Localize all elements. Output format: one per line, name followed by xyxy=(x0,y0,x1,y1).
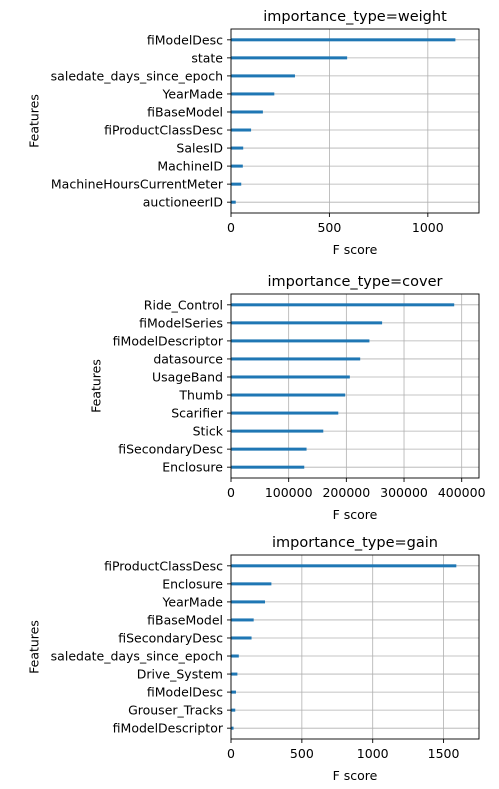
bar xyxy=(231,393,346,397)
bar xyxy=(231,582,272,586)
bar xyxy=(231,636,252,640)
bar xyxy=(231,74,295,78)
x-tick-label: 0 xyxy=(227,485,235,500)
y-tick-label: Enclosure xyxy=(162,576,223,591)
y-tick-label: fiBaseModel xyxy=(147,104,223,119)
x-axis-label: F score xyxy=(333,768,378,783)
y-tick-label: datasource xyxy=(153,351,223,366)
y-tick-label: fiBaseModel xyxy=(147,612,223,627)
bar xyxy=(231,92,275,96)
bar xyxy=(231,200,236,204)
plot-frame xyxy=(230,28,480,214)
y-tick-label: YearMade xyxy=(161,86,223,101)
y-tick-label: saledate_days_since_epoch xyxy=(51,649,223,664)
bar xyxy=(231,321,383,325)
y-tick-label: fiModelDescriptor xyxy=(113,721,224,736)
x-tick-label: 400000 xyxy=(438,485,486,500)
bar xyxy=(231,708,236,712)
x-tick-label: 300000 xyxy=(380,485,428,500)
bar xyxy=(231,182,242,186)
y-tick-label: fiModelDesc xyxy=(147,32,223,47)
bar xyxy=(231,38,456,42)
bar xyxy=(231,375,350,379)
x-tick-label: 0 xyxy=(227,220,235,235)
chart-panel-1: fiModelDesc state saledate_days_since_epoc… xyxy=(27,9,480,257)
bar xyxy=(231,411,339,415)
bar xyxy=(231,672,238,676)
chart-panel-2: Ride_Control fiModelSeries fiModelDescript… xyxy=(89,274,486,522)
bar xyxy=(231,447,307,451)
y-tick-label: YearMade xyxy=(161,594,223,609)
x-tick-label: 1500 xyxy=(428,746,460,761)
chart-title: importance_type=cover xyxy=(268,274,443,290)
bar xyxy=(231,429,324,433)
x-tick-label: 500 xyxy=(317,220,341,235)
bar xyxy=(231,357,361,361)
chart-title: importance_type=gain xyxy=(272,535,438,551)
y-tick-label: fiModelDescriptor xyxy=(113,333,224,348)
bar xyxy=(231,690,236,694)
y-axis-label: Features xyxy=(27,620,42,674)
bar xyxy=(231,654,239,658)
bar xyxy=(231,564,457,568)
y-tick-label: fiSecondaryDesc xyxy=(118,442,223,457)
y-tick-label: Scarifier xyxy=(171,406,224,421)
x-tick-label: 200000 xyxy=(322,485,370,500)
y-tick-label: Stick xyxy=(193,424,224,439)
bar xyxy=(231,465,305,469)
bar xyxy=(231,726,234,730)
y-tick-label: MachineID xyxy=(157,159,223,174)
x-axis-label: F score xyxy=(333,507,378,522)
y-tick-label: Enclosure xyxy=(162,460,223,475)
bar xyxy=(231,128,252,132)
x-tick-label: 500 xyxy=(290,746,314,761)
bar xyxy=(231,110,263,114)
y-tick-label: MachineHoursCurrentMeter xyxy=(51,177,224,192)
bar xyxy=(231,600,266,604)
y-tick-label: Grouser_Tracks xyxy=(128,703,223,718)
y-tick-label: fiProductClassDesc xyxy=(104,558,223,573)
y-tick-label: saledate_days_since_epoch xyxy=(51,68,223,83)
chart-panel-3: fiProductClassDesc Enclosure YearMade fiBas… xyxy=(27,535,480,783)
bar xyxy=(231,339,370,343)
plot-frame xyxy=(230,293,480,479)
bar xyxy=(231,618,254,622)
y-tick-label: fiModelSeries xyxy=(139,315,223,330)
y-tick-label: SalesID xyxy=(176,141,223,156)
y-tick-label: Ride_Control xyxy=(144,297,223,312)
x-tick-label: 1000 xyxy=(412,220,444,235)
y-tick-label: UsageBand xyxy=(152,369,223,384)
x-tick-label: 1000 xyxy=(357,746,389,761)
y-tick-label: state xyxy=(191,50,223,65)
y-tick-label: Drive_System xyxy=(137,667,223,682)
y-tick-label: fiProductClassDesc xyxy=(104,123,223,138)
y-axis-label: Features xyxy=(27,94,42,148)
y-tick-label: auctioneerID xyxy=(143,195,223,210)
y-tick-label: fiSecondaryDesc xyxy=(118,630,223,645)
bar xyxy=(231,146,244,150)
x-tick-label: 100000 xyxy=(265,485,313,500)
bar xyxy=(231,303,455,307)
chart-title: importance_type=weight xyxy=(263,9,447,25)
x-axis-label: F score xyxy=(333,242,378,257)
y-tick-label: fiModelDesc xyxy=(147,685,223,700)
y-axis-label: Features xyxy=(89,359,104,413)
bar xyxy=(231,164,243,168)
plot-frame xyxy=(230,554,480,740)
x-tick-label: 0 xyxy=(227,746,235,761)
y-tick-label: Thumb xyxy=(178,388,223,403)
bar xyxy=(231,56,348,60)
